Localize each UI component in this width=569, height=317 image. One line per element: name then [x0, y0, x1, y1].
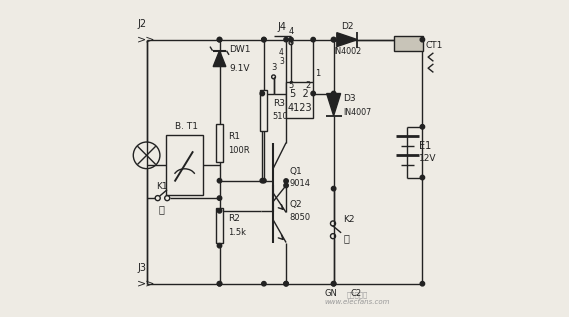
Circle shape — [217, 281, 222, 286]
Text: DW1: DW1 — [229, 45, 250, 54]
Circle shape — [311, 91, 315, 96]
Circle shape — [331, 91, 336, 96]
Text: >>: >> — [137, 278, 155, 288]
Circle shape — [217, 281, 222, 286]
Circle shape — [331, 281, 336, 286]
Text: 1: 1 — [315, 69, 320, 78]
FancyBboxPatch shape — [166, 135, 203, 195]
Circle shape — [217, 209, 222, 213]
FancyBboxPatch shape — [216, 208, 223, 243]
Text: CT1: CT1 — [426, 42, 443, 50]
Text: 9014: 9014 — [289, 179, 310, 188]
Text: R2: R2 — [228, 214, 240, 223]
Text: IN4002: IN4002 — [333, 47, 361, 56]
Text: 电子发烧友
www.elecfans.com: 电子发烧友 www.elecfans.com — [325, 291, 390, 305]
Circle shape — [331, 186, 336, 191]
Circle shape — [262, 37, 266, 42]
Circle shape — [217, 37, 222, 42]
Text: E1: E1 — [419, 141, 431, 151]
Text: R1: R1 — [228, 133, 240, 141]
Circle shape — [217, 37, 222, 42]
Circle shape — [331, 37, 336, 42]
Circle shape — [284, 37, 288, 42]
Text: C2: C2 — [351, 289, 361, 298]
Circle shape — [217, 178, 222, 183]
Text: K1: K1 — [156, 182, 168, 191]
Text: 510R: 510R — [273, 112, 294, 121]
Circle shape — [420, 175, 424, 180]
Text: Q1: Q1 — [289, 167, 302, 176]
Text: 5: 5 — [289, 81, 294, 90]
Text: Q2: Q2 — [289, 200, 302, 209]
Text: 5  2: 5 2 — [290, 88, 309, 99]
Text: K2: K2 — [343, 215, 354, 224]
Circle shape — [311, 37, 315, 42]
Text: 3: 3 — [271, 63, 277, 72]
Circle shape — [262, 178, 266, 183]
FancyBboxPatch shape — [261, 90, 267, 131]
Text: >>: >> — [137, 34, 155, 44]
Text: 2: 2 — [306, 81, 311, 90]
Circle shape — [260, 178, 265, 183]
FancyBboxPatch shape — [286, 82, 313, 118]
Circle shape — [284, 179, 288, 183]
Circle shape — [217, 243, 222, 248]
Circle shape — [420, 37, 424, 42]
Text: D2: D2 — [341, 22, 353, 31]
Polygon shape — [213, 51, 226, 67]
Text: 4123: 4123 — [287, 103, 312, 113]
Circle shape — [217, 196, 222, 200]
Circle shape — [420, 281, 424, 286]
Text: J4: J4 — [278, 22, 287, 32]
Circle shape — [284, 281, 288, 286]
Text: R3: R3 — [273, 99, 284, 108]
Text: 9.1V: 9.1V — [229, 64, 250, 73]
FancyBboxPatch shape — [216, 124, 223, 162]
Circle shape — [331, 281, 336, 286]
Circle shape — [262, 281, 266, 286]
Text: 4: 4 — [288, 27, 294, 36]
Text: 关: 关 — [159, 204, 165, 214]
Text: J2: J2 — [137, 19, 146, 29]
Text: 1.5k: 1.5k — [228, 228, 246, 237]
Circle shape — [420, 125, 424, 129]
Text: 4: 4 — [279, 48, 284, 57]
Text: J3: J3 — [137, 263, 146, 274]
Polygon shape — [337, 33, 357, 47]
Circle shape — [289, 37, 293, 42]
Circle shape — [284, 281, 288, 286]
Text: IN4007: IN4007 — [343, 108, 372, 117]
Text: 100R: 100R — [228, 146, 250, 155]
Circle shape — [260, 91, 265, 96]
Circle shape — [284, 183, 288, 188]
Text: PV+: PV+ — [397, 38, 420, 48]
Text: 12V: 12V — [419, 154, 436, 163]
Circle shape — [262, 37, 266, 42]
Text: B. T1: B. T1 — [175, 122, 198, 131]
Text: 开: 开 — [343, 233, 349, 243]
Polygon shape — [327, 94, 341, 116]
Circle shape — [331, 37, 336, 42]
Text: D3: D3 — [343, 94, 356, 103]
FancyBboxPatch shape — [394, 36, 423, 51]
Text: GN: GN — [324, 289, 337, 298]
Text: 8050: 8050 — [289, 213, 310, 222]
Text: 3: 3 — [280, 57, 284, 66]
